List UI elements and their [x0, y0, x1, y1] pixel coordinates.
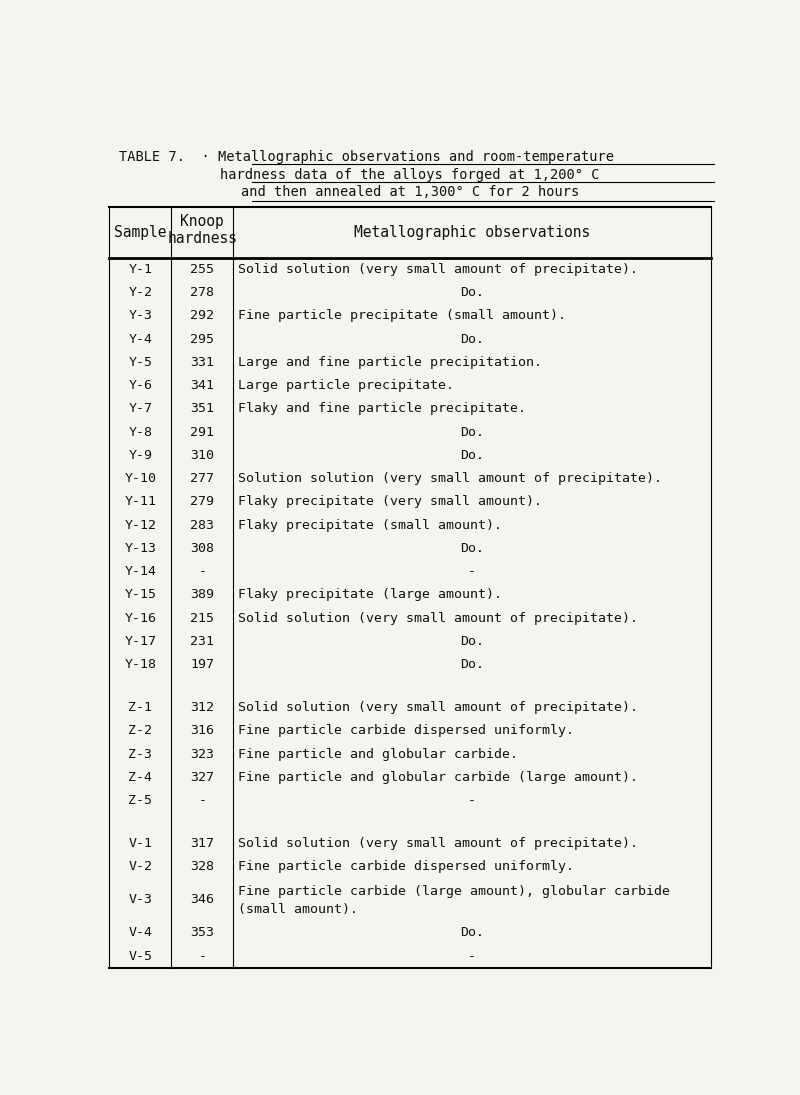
Text: Y-16: Y-16	[124, 612, 156, 625]
Text: 291: 291	[190, 426, 214, 439]
Text: 310: 310	[190, 449, 214, 462]
Text: 328: 328	[190, 861, 214, 874]
Text: Metallographic observations: Metallographic observations	[354, 226, 590, 240]
Text: Y-17: Y-17	[124, 635, 156, 648]
Text: 351: 351	[190, 403, 214, 415]
Text: -: -	[198, 949, 206, 963]
Text: Fine particle precipitate (small amount).: Fine particle precipitate (small amount)…	[238, 310, 566, 323]
Text: Solid solution (very small amount of precipitate).: Solid solution (very small amount of pre…	[238, 612, 638, 625]
Text: V-5: V-5	[128, 949, 152, 963]
Text: -: -	[468, 794, 476, 807]
Text: 277: 277	[190, 472, 214, 485]
Text: V-4: V-4	[128, 926, 152, 940]
Text: -: -	[468, 949, 476, 963]
Text: 255: 255	[190, 263, 214, 276]
Text: Y-11: Y-11	[124, 495, 156, 508]
Text: Do.: Do.	[460, 426, 484, 439]
Text: V-3: V-3	[128, 894, 152, 907]
Text: Z-2: Z-2	[128, 725, 152, 737]
Text: V-2: V-2	[128, 861, 152, 874]
Text: Z-4: Z-4	[128, 771, 152, 784]
Text: 197: 197	[190, 658, 214, 671]
Text: Z-3: Z-3	[128, 748, 152, 761]
Text: Fine particle carbide (large amount), globular carbide: Fine particle carbide (large amount), gl…	[238, 885, 670, 898]
Text: 317: 317	[190, 837, 214, 850]
Text: Fine particle and globular carbide (large amount).: Fine particle and globular carbide (larg…	[238, 771, 638, 784]
Text: Do.: Do.	[460, 658, 484, 671]
Text: 283: 283	[190, 519, 214, 532]
Text: 215: 215	[190, 612, 214, 625]
Text: Do.: Do.	[460, 449, 484, 462]
Text: Do.: Do.	[460, 635, 484, 648]
Text: Do.: Do.	[460, 333, 484, 346]
Text: Y-5: Y-5	[128, 356, 152, 369]
Text: Y-12: Y-12	[124, 519, 156, 532]
Text: 346: 346	[190, 894, 214, 907]
Text: Solid solution (very small amount of precipitate).: Solid solution (very small amount of pre…	[238, 701, 638, 714]
Text: V-1: V-1	[128, 837, 152, 850]
Text: 341: 341	[190, 379, 214, 392]
Text: and then annealed at 1,300° C for 2 hours: and then annealed at 1,300° C for 2 hour…	[241, 185, 579, 199]
Text: Z-5: Z-5	[128, 794, 152, 807]
Text: Do.: Do.	[460, 542, 484, 555]
Text: Flaky and fine particle precipitate.: Flaky and fine particle precipitate.	[238, 403, 526, 415]
Text: Y-2: Y-2	[128, 286, 152, 299]
Text: Solution solution (very small amount of precipitate).: Solution solution (very small amount of …	[238, 472, 662, 485]
Text: Do.: Do.	[460, 926, 484, 940]
Text: Fine particle and globular carbide.: Fine particle and globular carbide.	[238, 748, 518, 761]
Text: -: -	[198, 565, 206, 578]
Text: Y-18: Y-18	[124, 658, 156, 671]
Text: Y-7: Y-7	[128, 403, 152, 415]
Text: Flaky precipitate (very small amount).: Flaky precipitate (very small amount).	[238, 495, 542, 508]
Text: Solid solution (very small amount of precipitate).: Solid solution (very small amount of pre…	[238, 263, 638, 276]
Text: 327: 327	[190, 771, 214, 784]
Text: TABLE 7.  · Metallographic observations and room-temperature: TABLE 7. · Metallographic observations a…	[118, 150, 614, 164]
Text: Y-6: Y-6	[128, 379, 152, 392]
Text: 389: 389	[190, 588, 214, 601]
Text: 308: 308	[190, 542, 214, 555]
Text: Y-10: Y-10	[124, 472, 156, 485]
Text: Fine particle carbide dispersed uniformly.: Fine particle carbide dispersed uniforml…	[238, 725, 574, 737]
Text: 331: 331	[190, 356, 214, 369]
Text: Y-8: Y-8	[128, 426, 152, 439]
Text: Y-13: Y-13	[124, 542, 156, 555]
Text: 353: 353	[190, 926, 214, 940]
Text: Solid solution (very small amount of precipitate).: Solid solution (very small amount of pre…	[238, 837, 638, 850]
Text: hardness: hardness	[167, 231, 238, 246]
Text: 312: 312	[190, 701, 214, 714]
Text: 316: 316	[190, 725, 214, 737]
Text: 292: 292	[190, 310, 214, 323]
Text: Y-15: Y-15	[124, 588, 156, 601]
Text: Flaky precipitate (small amount).: Flaky precipitate (small amount).	[238, 519, 502, 532]
Text: 279: 279	[190, 495, 214, 508]
Text: 278: 278	[190, 286, 214, 299]
Text: 231: 231	[190, 635, 214, 648]
Text: Y-14: Y-14	[124, 565, 156, 578]
Text: Y-1: Y-1	[128, 263, 152, 276]
Text: Do.: Do.	[460, 286, 484, 299]
Text: -: -	[468, 565, 476, 578]
Text: Y-3: Y-3	[128, 310, 152, 323]
Text: 323: 323	[190, 748, 214, 761]
Text: 295: 295	[190, 333, 214, 346]
Text: Knoop: Knoop	[181, 214, 224, 229]
Text: Z-1: Z-1	[128, 701, 152, 714]
Text: Fine particle carbide dispersed uniformly.: Fine particle carbide dispersed uniforml…	[238, 861, 574, 874]
Text: -: -	[198, 794, 206, 807]
Text: Large particle precipitate.: Large particle precipitate.	[238, 379, 454, 392]
Text: hardness data of the alloys forged at 1,200° C: hardness data of the alloys forged at 1,…	[220, 168, 600, 182]
Text: Y-9: Y-9	[128, 449, 152, 462]
Text: Y-4: Y-4	[128, 333, 152, 346]
Text: Large and fine particle precipitation.: Large and fine particle precipitation.	[238, 356, 542, 369]
Text: (small amount).: (small amount).	[238, 902, 358, 915]
Text: Sample: Sample	[114, 226, 166, 240]
Text: Flaky precipitate (large amount).: Flaky precipitate (large amount).	[238, 588, 502, 601]
